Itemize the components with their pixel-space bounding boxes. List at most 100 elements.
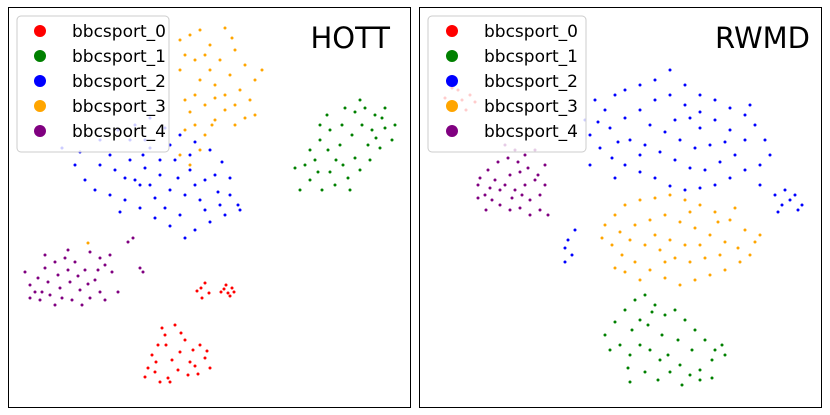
scatter-point-bbcsport-2 [653, 78, 657, 82]
scatter-point-bbcsport-4 [138, 266, 142, 270]
scatter-point-bbcsport-2 [118, 210, 122, 214]
scatter-point-bbcsport-1 [308, 148, 312, 152]
scatter-point-bbcsport-2 [688, 116, 692, 120]
scatter-point-bbcsport-0 [207, 291, 211, 295]
scatter-point-bbcsport-2 [783, 188, 787, 192]
scatter-point-bbcsport-1 [603, 333, 607, 337]
scatter-point-bbcsport-1 [393, 123, 397, 127]
scatter-point-bbcsport-1 [360, 123, 364, 127]
scatter-point-bbcsport-0 [166, 376, 170, 380]
scatter-point-bbcsport-2 [113, 168, 117, 172]
scatter-point-bbcsport-2 [143, 166, 147, 170]
scatter-point-bbcsport-2 [193, 140, 197, 144]
scatter-point-bbcsport-3 [633, 260, 637, 264]
scatter-point-bbcsport-3 [243, 63, 247, 67]
scatter-point-bbcsport-4 [53, 303, 57, 307]
legend-item-bbcsport-1: bbcsport_1 [446, 47, 578, 67]
scatter-point-bbcsport-2 [220, 160, 224, 164]
scatter-point-bbcsport-4 [88, 296, 92, 300]
legend-item-bbcsport-2: bbcsport_2 [34, 72, 166, 92]
scatter-point-bbcsport-2 [563, 260, 567, 264]
scatter-point-bbcsport-1 [676, 338, 680, 342]
scatter-point-bbcsport-0 [232, 290, 236, 294]
scatter-point-bbcsport-4 [508, 173, 512, 177]
scatter-point-bbcsport-1 [318, 138, 322, 142]
scatter-point-bbcsport-3 [223, 93, 227, 97]
scatter-point-bbcsport-4 [110, 270, 114, 274]
scatter-point-bbcsport-3 [600, 236, 604, 240]
scatter-point-bbcsport-3 [208, 43, 212, 47]
scatter-point-bbcsport-1 [383, 126, 387, 130]
scatter-point-bbcsport-0 [198, 343, 202, 347]
scatter-point-bbcsport-2 [703, 168, 707, 172]
legend-marker [446, 75, 458, 87]
legend-label: bbcsport_3 [484, 97, 578, 117]
scatter-point-bbcsport-3 [198, 78, 202, 82]
scatter-point-bbcsport-3 [233, 48, 237, 52]
scatter-point-bbcsport-2 [148, 183, 152, 187]
scatter-point-bbcsport-2 [653, 98, 657, 102]
scatter-point-bbcsport-2 [183, 193, 187, 197]
scatter-point-bbcsport-1 [328, 128, 332, 132]
scatter-point-bbcsport-3 [678, 283, 682, 287]
scatter-point-bbcsport-3 [188, 110, 192, 114]
scatter-point-bbcsport-2 [728, 106, 732, 110]
scatter-point-bbcsport-4 [66, 268, 70, 272]
scatter-point-bbcsport-3 [753, 240, 757, 244]
scatter-point-bbcsport-3 [658, 248, 662, 252]
scatter-point-bbcsport-2 [743, 168, 747, 172]
scatter-point-bbcsport-4 [93, 278, 97, 282]
scatter-point-bbcsport-2 [683, 83, 687, 87]
legend-marker [446, 50, 458, 62]
scatter-point-bbcsport-3 [198, 148, 202, 152]
scatter-point-bbcsport-3 [183, 53, 187, 57]
scatter-point-bbcsport-3 [183, 128, 187, 132]
scatter-point-bbcsport-1 [660, 333, 664, 337]
scatter-point-bbcsport-3 [620, 253, 624, 257]
scatter-point-bbcsport-2 [688, 166, 692, 170]
scatter-point-bbcsport-1 [308, 178, 312, 182]
panel-hott-title: HOTT [310, 21, 390, 55]
scatter-point-bbcsport-3 [683, 198, 687, 202]
legend-label: bbcsport_1 [72, 47, 166, 67]
scatter-point-bbcsport-1 [633, 298, 637, 302]
scatter-point-bbcsport-0 [143, 375, 147, 379]
scatter-point-bbcsport-4 [520, 193, 524, 197]
scatter-point-bbcsport-1 [363, 106, 367, 110]
scatter-point-bbcsport-0 [158, 380, 162, 384]
scatter-point-bbcsport-1 [346, 176, 350, 180]
scatter-point-bbcsport-2 [693, 146, 697, 150]
legend-marker [34, 75, 46, 87]
panel-rwmd-title: RWMD [715, 21, 810, 55]
legend-label: bbcsport_4 [72, 122, 166, 142]
scatter-point-bbcsport-4 [490, 198, 494, 202]
scatter-point-bbcsport-4 [513, 188, 517, 192]
legend-label: bbcsport_4 [484, 122, 578, 142]
scatter-point-bbcsport-2 [673, 158, 677, 162]
scatter-point-bbcsport-0 [224, 283, 228, 287]
scatter-point-bbcsport-4 [546, 213, 550, 217]
scatter-point-bbcsport-3 [248, 98, 252, 102]
scatter-point-bbcsport-3 [233, 103, 237, 107]
scatter-point-bbcsport-1 [366, 143, 370, 147]
scatter-point-bbcsport-4 [60, 296, 64, 300]
scatter-point-bbcsport-3 [623, 203, 627, 207]
scatter-point-bbcsport-1 [698, 378, 702, 382]
scatter-point-bbcsport-2 [93, 188, 97, 192]
scatter-point-bbcsport-4 [40, 290, 44, 294]
scatter-point-bbcsport-3 [253, 78, 257, 82]
scatter-point-bbcsport-4 [63, 256, 67, 260]
scatter-point-bbcsport-3 [758, 233, 762, 237]
scatter-point-bbcsport-0 [203, 281, 207, 285]
scatter-point-bbcsport-2 [748, 103, 752, 107]
scatter-point-bbcsport-2 [73, 163, 77, 167]
scatter-point-bbcsport-1 [713, 348, 717, 352]
scatter-point-bbcsport-1 [623, 308, 627, 312]
scatter-point-bbcsport-2 [133, 178, 137, 182]
scatter-point-bbcsport-2 [588, 163, 592, 167]
scatter-point-bbcsport-1 [343, 106, 347, 110]
scatter-point-bbcsport-1 [338, 143, 342, 147]
scatter-point-bbcsport-3 [648, 218, 652, 222]
scatter-point-bbcsport-4 [498, 188, 502, 192]
scatter-point-bbcsport-4 [476, 183, 480, 187]
